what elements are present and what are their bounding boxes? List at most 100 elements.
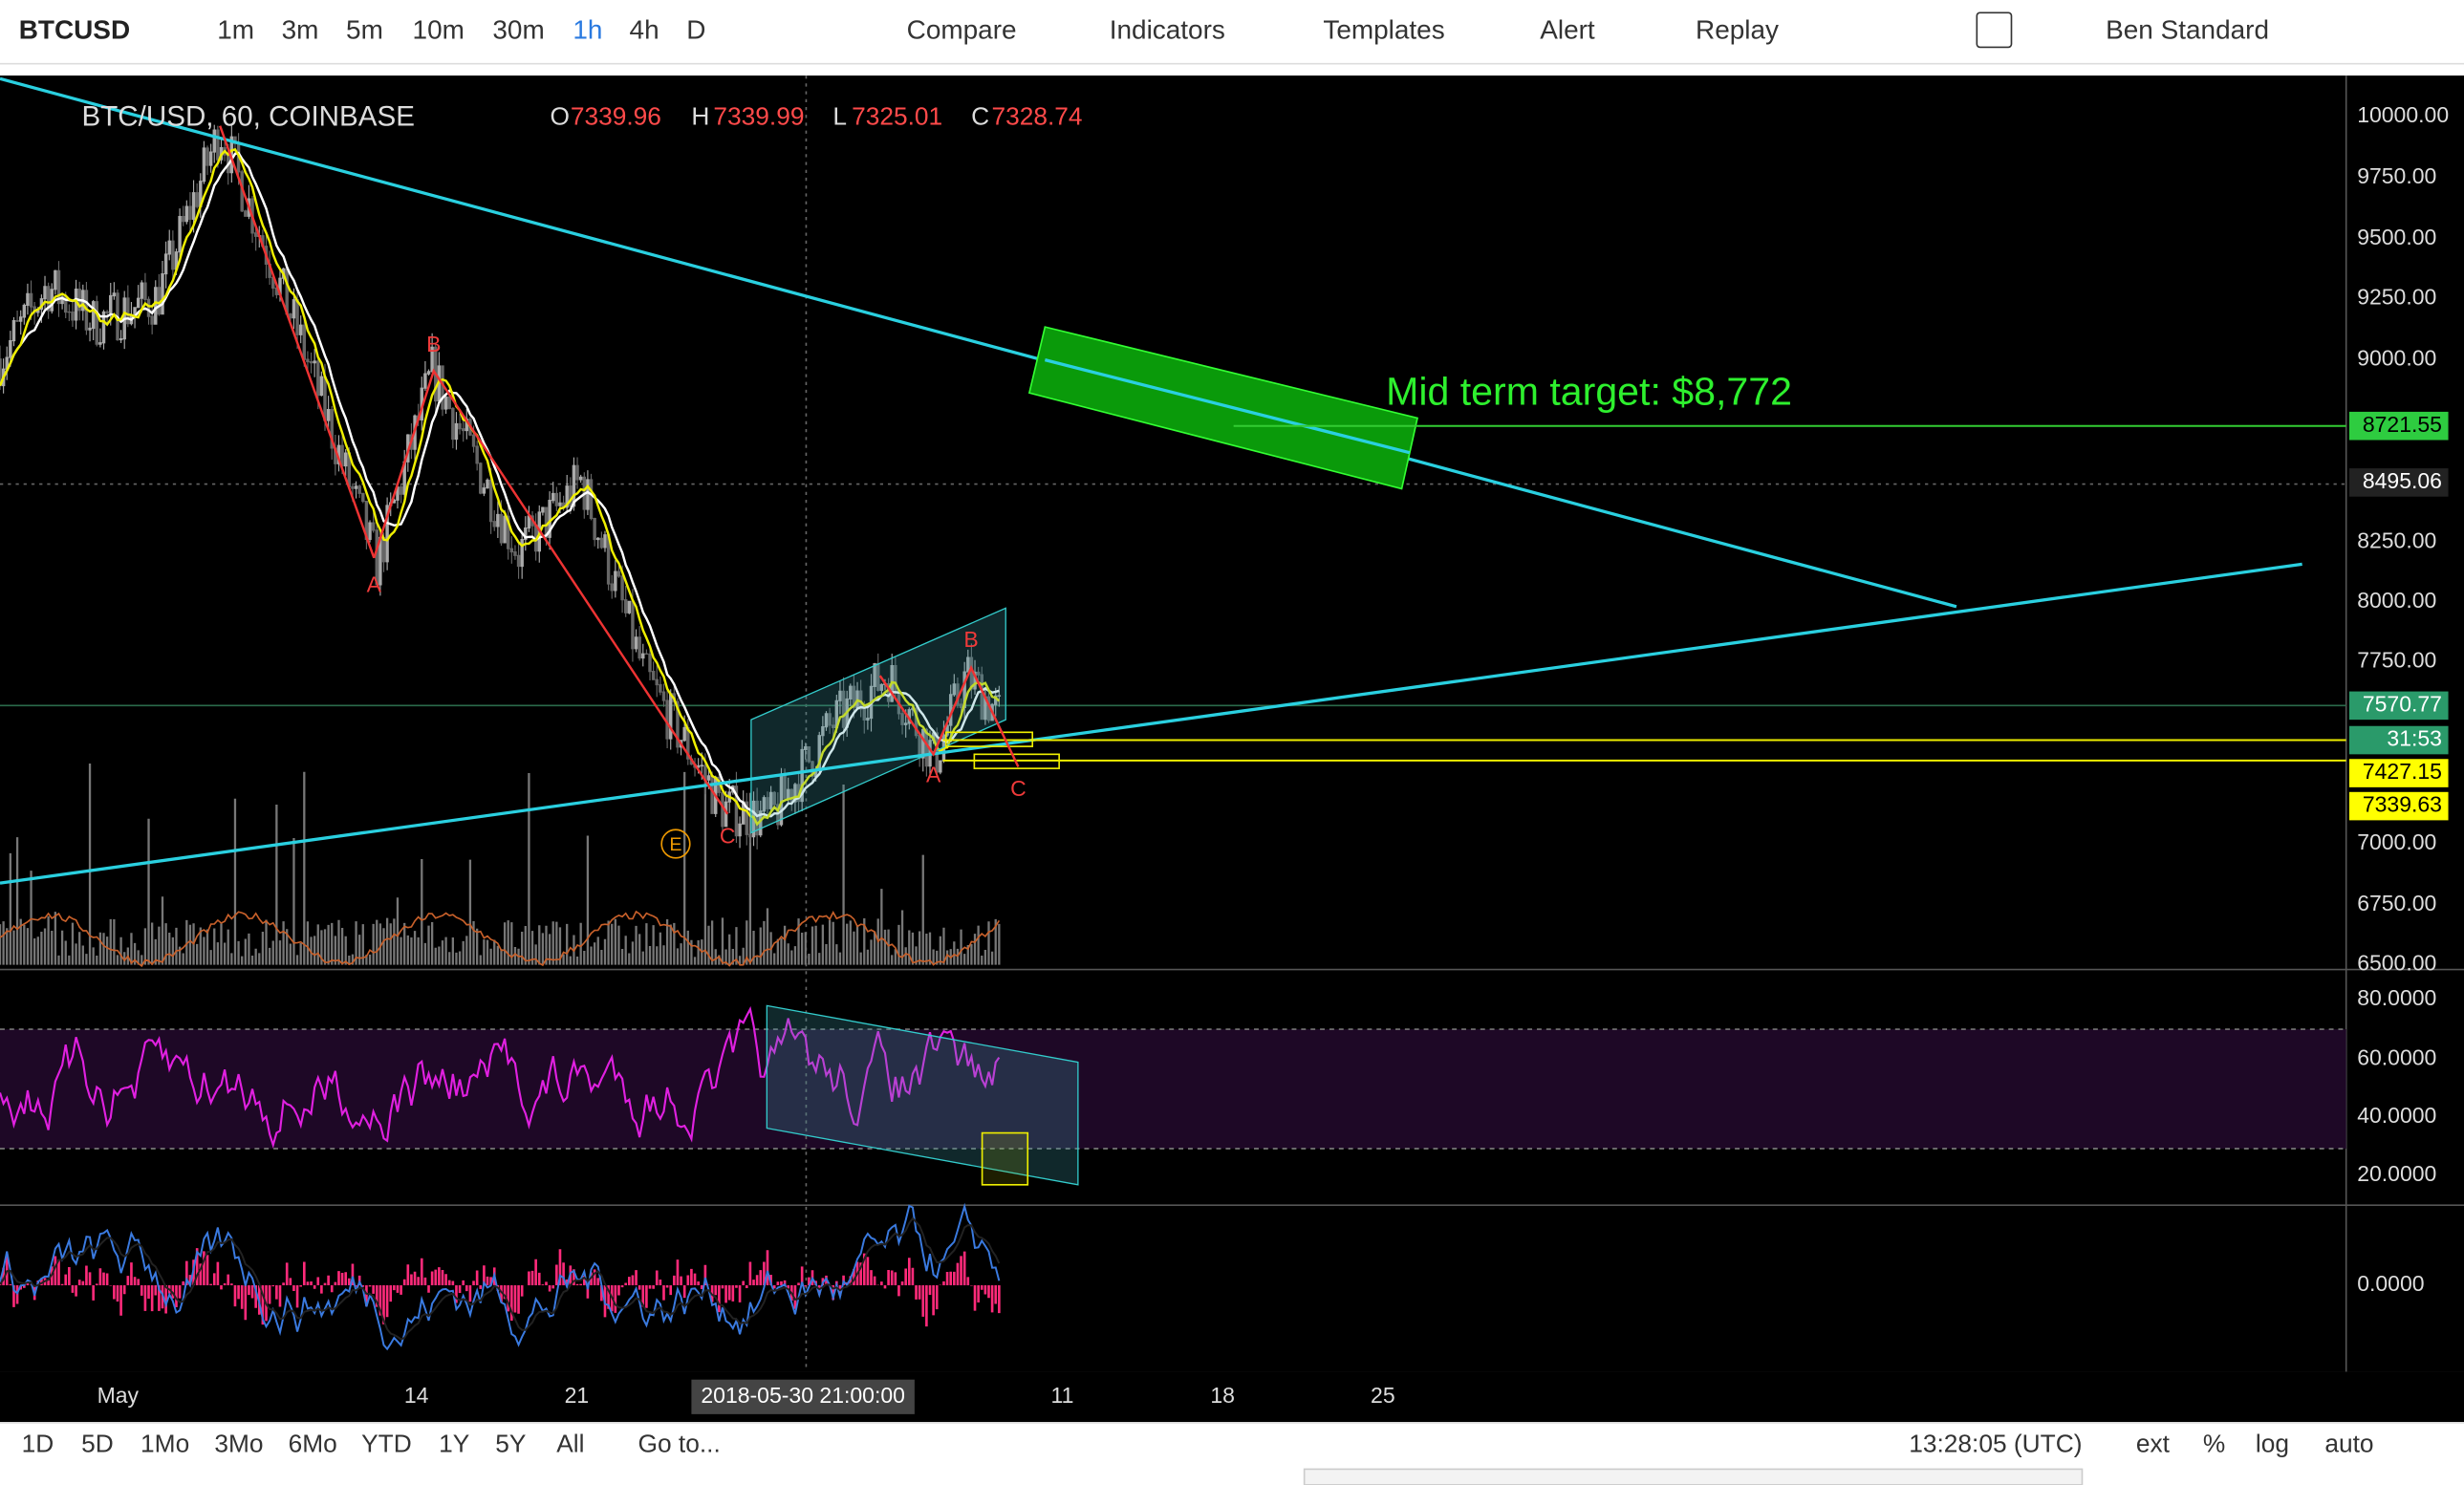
tag-bg bbox=[2348, 725, 2449, 755]
scale-option[interactable]: % bbox=[2203, 1430, 2225, 1458]
rsi-label: 20.0000 bbox=[2357, 1161, 2436, 1186]
ohlc: 7339.99 bbox=[713, 101, 804, 130]
range-button[interactable]: All bbox=[556, 1430, 584, 1458]
volume-ma bbox=[0, 910, 1001, 968]
interval-button[interactable]: D bbox=[686, 14, 705, 44]
wave-label: A bbox=[926, 762, 941, 786]
tag-bg bbox=[2348, 791, 2449, 821]
time-axis bbox=[0, 1371, 2464, 1423]
range-button[interactable]: 5Y bbox=[495, 1430, 526, 1458]
price-tag: 7427.15 bbox=[2363, 759, 2442, 784]
toolbar-button[interactable]: Compare bbox=[907, 14, 1017, 44]
price-axis bbox=[2345, 75, 2464, 1372]
target-label: Mid term target: $8,772 bbox=[1386, 370, 1792, 414]
rect-tool[interactable] bbox=[1976, 11, 2013, 49]
toolbar-button[interactable]: Alert bbox=[1540, 14, 1595, 44]
time-label: 25 bbox=[1371, 1383, 1395, 1408]
scale-option[interactable]: auto bbox=[2324, 1430, 2373, 1458]
range-button[interactable]: 6Mo bbox=[289, 1430, 337, 1458]
toolbar-button[interactable]: Replay bbox=[1696, 14, 1779, 44]
symbol[interactable]: BTCUSD bbox=[19, 14, 130, 44]
volume bbox=[0, 763, 1001, 965]
interval-button[interactable]: 4h bbox=[630, 14, 659, 44]
ohlc: 7339.96 bbox=[571, 101, 661, 130]
popup-edge bbox=[1303, 1468, 2084, 1485]
range-button[interactable]: 3Mo bbox=[214, 1430, 263, 1458]
rsi-band bbox=[0, 1029, 2346, 1150]
toolbar-button[interactable]: Indicators bbox=[1110, 14, 1225, 44]
time-label: 11 bbox=[1050, 1383, 1073, 1408]
price-label: 7750.00 bbox=[2357, 647, 2436, 672]
rsi-line bbox=[0, 1005, 1001, 1149]
interval-button[interactable]: 5m bbox=[346, 14, 383, 44]
ohlc: L bbox=[832, 101, 847, 130]
macd-hist bbox=[0, 1248, 1001, 1327]
clock: 13:28:05 (UTC) bbox=[1909, 1430, 2082, 1458]
wave-line bbox=[878, 664, 1020, 768]
interval-button[interactable]: 1m bbox=[217, 14, 254, 44]
ohlc: C bbox=[971, 101, 989, 130]
range-button[interactable]: 1Y bbox=[439, 1430, 469, 1458]
price-label: 9250.00 bbox=[2357, 285, 2436, 310]
e-label: E bbox=[669, 834, 681, 855]
scale-option[interactable]: log bbox=[2256, 1430, 2289, 1458]
crosshair-time-bg bbox=[691, 1379, 915, 1414]
time-label: 14 bbox=[404, 1383, 429, 1408]
zone-box bbox=[973, 753, 1060, 769]
range-button[interactable]: 1D bbox=[22, 1430, 54, 1458]
price-label: 8000.00 bbox=[2357, 588, 2436, 613]
price-label: 8250.00 bbox=[2357, 527, 2436, 552]
ohlc: H bbox=[691, 101, 709, 130]
rsi-label: 60.0000 bbox=[2357, 1044, 2436, 1069]
crosshair-time: 2018-05-30 21:00:00 bbox=[701, 1383, 905, 1408]
tag-bg bbox=[2348, 468, 2449, 497]
signal-line bbox=[0, 1216, 1001, 1341]
ohlc: 7328.74 bbox=[991, 101, 1082, 130]
time-label: May bbox=[97, 1383, 140, 1408]
price-label: 6500.00 bbox=[2357, 951, 2436, 976]
macd-line bbox=[0, 1202, 1001, 1351]
wave-label: A bbox=[367, 571, 382, 596]
macd-label: 0.0000 bbox=[2357, 1271, 2424, 1296]
time-label: 21 bbox=[565, 1383, 590, 1408]
wave-label: B bbox=[426, 332, 441, 356]
rsi-channel bbox=[766, 1004, 1079, 1186]
price-label: 7000.00 bbox=[2357, 829, 2436, 854]
interval-button[interactable]: 1h bbox=[573, 14, 602, 44]
rsi-label: 80.0000 bbox=[2357, 985, 2436, 1010]
scale-option[interactable]: ext bbox=[2136, 1430, 2171, 1458]
price-tag: 31:53 bbox=[2387, 726, 2442, 751]
interval-button[interactable]: 10m bbox=[413, 14, 465, 44]
layout-name[interactable]: Ben Standard bbox=[2106, 14, 2269, 44]
interval-button[interactable]: 3m bbox=[282, 14, 319, 44]
zone-box bbox=[944, 731, 1034, 747]
range-button[interactable]: 5D bbox=[81, 1430, 114, 1458]
price-tag: 8495.06 bbox=[2363, 468, 2442, 493]
range-button[interactable]: 1Mo bbox=[140, 1430, 189, 1458]
trend-line bbox=[0, 562, 2302, 885]
toolbar-button[interactable]: Templates bbox=[1323, 14, 1444, 44]
trend-line bbox=[0, 76, 1957, 609]
wave-label: B bbox=[963, 627, 978, 652]
goto-button[interactable]: Go to... bbox=[638, 1430, 721, 1458]
wave-label: C bbox=[1010, 776, 1027, 801]
trend-line bbox=[1044, 358, 1411, 455]
target-box bbox=[1027, 326, 1418, 490]
rsi-label: 40.0000 bbox=[2357, 1103, 2436, 1128]
symbol-title[interactable]: BTC/USD, 60, COINBASE bbox=[81, 100, 414, 132]
price-label: 9500.00 bbox=[2357, 225, 2436, 249]
tag-bg bbox=[2348, 759, 2449, 787]
price-tag: 8721.55 bbox=[2363, 412, 2442, 437]
ohlc: 7325.01 bbox=[852, 101, 942, 130]
range-button[interactable]: YTD bbox=[361, 1430, 412, 1458]
price-label: 10000.00 bbox=[2357, 102, 2449, 127]
rsi-box bbox=[981, 1131, 1029, 1186]
price-tag: 7339.63 bbox=[2363, 792, 2442, 817]
wave-line bbox=[373, 368, 729, 815]
tag-bg bbox=[2348, 411, 2449, 441]
wave-line bbox=[219, 125, 376, 559]
time-label: 18 bbox=[1210, 1383, 1235, 1408]
interval-button[interactable]: 30m bbox=[492, 14, 544, 44]
